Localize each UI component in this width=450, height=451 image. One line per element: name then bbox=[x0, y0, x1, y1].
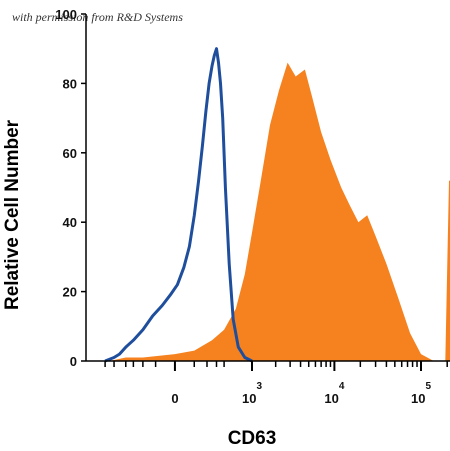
series-layer bbox=[104, 47, 450, 363]
axis-layer bbox=[85, 14, 450, 362]
y-tick-label: 20 bbox=[63, 285, 77, 300]
y-tick-label: 80 bbox=[63, 76, 77, 91]
outline-histogram-series bbox=[104, 47, 253, 363]
x-tick-exponent: 3 bbox=[256, 381, 262, 392]
x-tick-exponent: 4 bbox=[339, 381, 345, 392]
y-tick-label: 0 bbox=[70, 354, 77, 369]
y-axis-title: Relative Cell Number bbox=[2, 119, 23, 310]
x-tick-label: 104 bbox=[324, 381, 344, 406]
x-tick-label: 103 bbox=[242, 381, 262, 406]
x-tick-layer: 0 103 104 105 bbox=[104, 361, 448, 406]
x-axis-title: CD63 bbox=[228, 428, 277, 449]
y-tick-label: 100 bbox=[55, 7, 77, 22]
y-tick-label: 40 bbox=[63, 215, 77, 230]
filled-histogram-series bbox=[109, 62, 450, 361]
y-tick-label: 60 bbox=[63, 146, 77, 161]
x-tick-label: 105 bbox=[411, 381, 431, 406]
y-tick-layer: 0 20 40 60 80 100 bbox=[55, 7, 86, 369]
x-tick-exponent: 5 bbox=[425, 381, 431, 392]
watermark-text: with permission from R&D Systems bbox=[12, 10, 183, 24]
x-tick-label: 0 bbox=[171, 391, 178, 406]
